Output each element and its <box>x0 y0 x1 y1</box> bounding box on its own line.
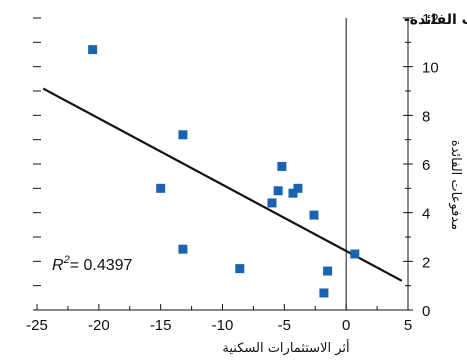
r-squared-value: = 0.4397 <box>70 257 133 274</box>
y-tick-label: 6 <box>422 157 430 174</box>
y-tick-label: 10 <box>422 60 439 77</box>
trend-line <box>42 87 403 282</box>
data-points <box>88 45 360 298</box>
y-tick-label: 0 <box>422 303 430 320</box>
y-tick-label: 12 <box>422 11 439 28</box>
chart-title: أثر الاستثمارات السكنية ومدفوعات الفائدة… <box>404 10 467 28</box>
data-point <box>178 130 188 140</box>
x-tick-label: -15 <box>150 317 172 334</box>
x-axis: -25 -20 -15 -10 -5 0 5 <box>26 304 412 334</box>
data-point <box>350 249 360 259</box>
data-point <box>288 188 298 198</box>
x-axis-label: أثر الاستثمارات السكنية <box>222 339 349 356</box>
data-point <box>277 161 287 171</box>
r-squared-label: R <box>52 257 64 274</box>
y-axis: 0 2 4 6 8 10 12 <box>33 11 439 320</box>
data-point <box>235 264 245 274</box>
data-point <box>319 288 329 298</box>
data-point <box>178 244 188 254</box>
x-tick-label: -10 <box>212 317 234 334</box>
data-point <box>156 183 166 193</box>
y-tick-label: 2 <box>422 254 430 271</box>
data-point <box>267 198 277 208</box>
data-point <box>88 45 98 55</box>
data-point <box>293 183 303 193</box>
y-axis-label: مدفوعات الفائدة <box>448 140 463 230</box>
data-point <box>309 210 319 220</box>
data-point <box>323 266 333 276</box>
x-tick-label: 0 <box>342 317 350 334</box>
x-tick-label: -5 <box>278 317 291 334</box>
y-tick-label: 8 <box>422 108 430 125</box>
r-squared-annotation: R2= 0.4397 <box>52 254 133 274</box>
r-squared-exponent: 2 <box>63 254 70 266</box>
y-tick-label: 4 <box>422 206 430 223</box>
x-tick-label: 5 <box>404 317 412 334</box>
x-tick-label: -20 <box>88 317 110 334</box>
x-tick-label: -25 <box>26 317 48 334</box>
data-point <box>273 186 283 196</box>
